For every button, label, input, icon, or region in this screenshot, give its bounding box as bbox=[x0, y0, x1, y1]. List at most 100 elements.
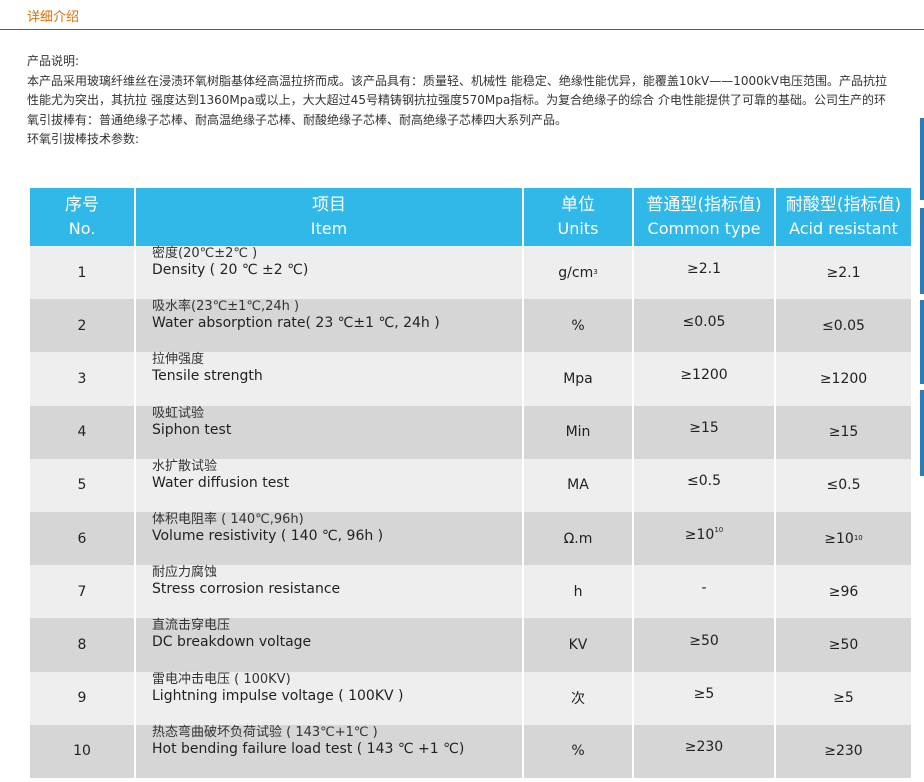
side-tab-3[interactable] bbox=[920, 300, 924, 384]
table-row: 3 拉伸强度 Tensile strength Mpa ≥1200 ≥1200 bbox=[30, 352, 911, 406]
cell-acid: ≤0.5 bbox=[776, 458, 911, 512]
table-row: 10 热态弯曲破坏负荷试验 ( 143℃+1℃ ) Hot bending fail… bbox=[30, 724, 911, 778]
cell-acid: ≥96 bbox=[776, 565, 911, 619]
common-value: ≥5 bbox=[693, 686, 715, 703]
unit-value: g/cm bbox=[558, 264, 594, 281]
unit-value: Min bbox=[565, 424, 591, 441]
common-value: - bbox=[701, 579, 707, 596]
cell-no: 7 bbox=[30, 565, 134, 619]
row-number: 4 bbox=[77, 424, 87, 441]
cell-no: 2 bbox=[30, 299, 134, 353]
cell-item: 吸虹试验 Siphon test bbox=[136, 405, 522, 459]
cell-no: 9 bbox=[30, 671, 134, 725]
cell-acid: ≥230 bbox=[776, 724, 911, 778]
cell-acid: ≥1200 bbox=[776, 352, 911, 406]
table-row: 4 吸虹试验 Siphon test Min ≥15 ≥15 bbox=[30, 405, 911, 459]
acid-value: ≥15 bbox=[828, 424, 859, 441]
item-name-zh: 吸水率(23℃±1℃,24h ) bbox=[152, 299, 300, 315]
header-acid-zh: 耐酸型(指标值) bbox=[785, 195, 902, 215]
header-common-zh: 普通型(指标值) bbox=[646, 195, 762, 215]
unit-superscript: 3 bbox=[593, 267, 598, 276]
unit-value: MA bbox=[567, 477, 589, 494]
header-no-zh: 序号 bbox=[65, 195, 99, 215]
cell-common: ≥50 bbox=[634, 618, 774, 672]
cell-common: ≥230 bbox=[634, 724, 774, 778]
cell-no: 1 bbox=[30, 246, 134, 300]
item-name-en: Lightning impulse voltage ( 100KV ) bbox=[152, 687, 404, 704]
table-row: 5 水扩散试验 Water diffusion test MA ≤0.5 ≤0.5 bbox=[30, 458, 911, 512]
item-name-en: Density ( 20 ℃ ±2 ℃) bbox=[152, 262, 309, 278]
cell-item: 耐应力腐蚀 Stress corrosion resistance bbox=[136, 565, 522, 619]
cell-item: 水扩散试验 Water diffusion test bbox=[136, 458, 522, 512]
product-intro: 产品说明: 本产品采用玻璃纤维丝在浸渍环氧树脂基体经高温拉挤而成。该产品具有：质… bbox=[27, 52, 897, 150]
header-no-en: No. bbox=[68, 219, 96, 238]
cell-common: ≤0.5 bbox=[634, 458, 774, 512]
item-name-zh: 耐应力腐蚀 bbox=[152, 565, 218, 581]
item-name-zh: 拉伸强度 bbox=[152, 352, 205, 368]
unit-value: 次 bbox=[571, 691, 585, 708]
cell-common: - bbox=[634, 565, 774, 619]
acid-value: ≥5 bbox=[833, 690, 854, 707]
common-value: ≥1200 bbox=[680, 366, 728, 383]
row-number: 9 bbox=[77, 690, 87, 707]
acid-value: ≥10 bbox=[824, 530, 854, 547]
cell-item: 拉伸强度 Tensile strength bbox=[136, 352, 522, 406]
acid-value: ≥50 bbox=[828, 636, 859, 653]
acid-value: ≥230 bbox=[824, 743, 863, 760]
common-value: ≥10 bbox=[684, 526, 715, 543]
header-units-zh: 单位 bbox=[561, 195, 595, 215]
item-name-zh: 体积电阻率 ( 140℃,96h) bbox=[152, 512, 304, 527]
side-tab-1[interactable] bbox=[920, 118, 924, 200]
cell-acid: ≥15 bbox=[776, 405, 911, 459]
params-heading: 环氧引拔棒技术参数: bbox=[27, 132, 140, 146]
cell-unit: Ω.m bbox=[524, 512, 632, 566]
common-value: ≤0.5 bbox=[687, 473, 721, 490]
item-name-zh: 热态弯曲破坏负荷试验 ( 143℃+1℃ ) bbox=[152, 724, 378, 740]
item-name-zh: 雷电冲击电压 ( 100KV) bbox=[152, 671, 291, 687]
acid-value: ≥2.1 bbox=[826, 264, 861, 281]
cell-unit: h bbox=[524, 565, 632, 619]
item-name-en: Siphon test bbox=[152, 421, 232, 438]
header-no: 序号 No. bbox=[30, 188, 134, 246]
acid-value: ≤0.05 bbox=[822, 317, 865, 334]
cell-no: 8 bbox=[30, 618, 134, 672]
intro-paragraph: 本产品采用玻璃纤维丝在浸渍环氧树脂基体经高温拉挤而成。该产品具有：质量轻、机械性… bbox=[27, 73, 887, 127]
item-name-zh: 直流击穿电压 bbox=[152, 618, 231, 634]
cell-unit: Min bbox=[524, 405, 632, 459]
cell-no: 10 bbox=[30, 724, 134, 778]
table-row: 9 雷电冲击电压 ( 100KV) Lightning impulse voltag… bbox=[30, 671, 911, 725]
cell-unit: g/cm 3 bbox=[524, 246, 632, 300]
common-value: ≥230 bbox=[684, 739, 724, 756]
row-number: 7 bbox=[77, 583, 87, 600]
table-row: 2 吸水率(23℃±1℃,24h ) Water absorption rate( … bbox=[30, 299, 911, 353]
cell-acid: ≥50 bbox=[776, 618, 911, 672]
unit-value: % bbox=[571, 317, 585, 334]
side-tab-2[interactable] bbox=[920, 208, 924, 294]
cell-common: ≥1200 bbox=[634, 352, 774, 406]
header-common: 普通型(指标值) Common type bbox=[634, 188, 774, 246]
acid-value: ≥96 bbox=[828, 583, 859, 600]
unit-value: h bbox=[573, 583, 583, 600]
unit-value: Ω.m bbox=[563, 530, 593, 547]
cell-unit: 次 bbox=[524, 671, 632, 725]
cell-unit: MA bbox=[524, 458, 632, 512]
cell-common: ≥15 bbox=[634, 405, 774, 459]
table-row: 1 密度(20℃±2℃ ) Density ( 20 ℃ ±2 ℃) g/cm 3 ≥2.… bbox=[30, 246, 911, 300]
header-common-en: Common type bbox=[647, 219, 761, 238]
item-name-en: DC breakdown voltage bbox=[152, 634, 312, 651]
side-tab-4[interactable] bbox=[920, 390, 924, 476]
row-number: 10 bbox=[73, 743, 91, 760]
cell-no: 6 bbox=[30, 512, 134, 566]
acid-value: ≥1200 bbox=[819, 370, 868, 387]
header-item: 项目 Item bbox=[136, 188, 522, 246]
item-name-en: Hot bending failure load test ( 143 ℃ +1… bbox=[152, 740, 465, 757]
header-acid: 耐酸型(指标值) Acid resistant bbox=[776, 188, 911, 246]
section-title[interactable]: 详细介绍 bbox=[27, 10, 80, 25]
item-name-en: Volume resistivity ( 140 ℃, 96h ) bbox=[152, 528, 384, 544]
acid-value: ≤0.5 bbox=[826, 477, 861, 494]
cell-item: 吸水率(23℃±1℃,24h ) Water absorption rate( 2… bbox=[136, 299, 522, 353]
unit-value: KV bbox=[568, 636, 588, 653]
common-value: ≤0.05 bbox=[682, 313, 726, 330]
cell-unit: KV bbox=[524, 618, 632, 672]
cell-common: ≤0.05 bbox=[634, 299, 774, 353]
